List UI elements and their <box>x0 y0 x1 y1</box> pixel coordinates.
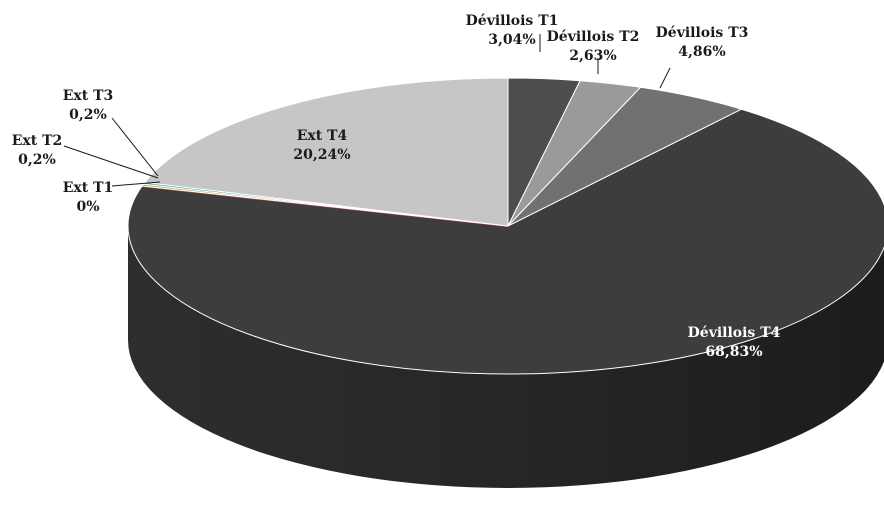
slice-name-label-ext-t2: Ext T2 <box>12 133 63 149</box>
pie-side-wall <box>128 226 884 488</box>
pie-side-layer <box>128 226 884 488</box>
pie-top-layer <box>127 77 884 375</box>
leader-line-ext-t1 <box>111 181 161 187</box>
slice-name-label-devillois-t1: Dévillois T1 <box>466 13 559 29</box>
slice-value-label-devillois-t3: 4,86% <box>678 44 725 60</box>
leader-line-ext-t2 <box>63 145 159 179</box>
pie-slice-ext-t4 <box>143 77 509 227</box>
leader-line-devillois-t3 <box>659 67 671 89</box>
slice-name-label-devillois-t4: Dévillois T4 <box>688 325 781 341</box>
slice-value-label-devillois-t4: 68,83% <box>705 344 762 360</box>
slice-value-label-ext-t3: 0,2% <box>69 107 107 123</box>
slice-name-label-ext-t1: Ext T1 <box>63 180 114 196</box>
slice-name-label-ext-t3: Ext T3 <box>63 88 114 104</box>
slice-value-label-ext-t1: 0% <box>76 199 99 215</box>
slice-value-label-ext-t2: 0,2% <box>18 152 56 168</box>
leader-lines <box>63 34 671 187</box>
slice-name-label-devillois-t2: Dévillois T2 <box>547 29 640 45</box>
data-labels: Dévillois T1 3,04% Dévillois T2 2,63% Dévill… <box>12 13 781 360</box>
pie-slice-devillois-t4 <box>127 108 884 375</box>
slice-name-label-ext-t4: Ext T4 <box>297 128 348 144</box>
slice-name-label-devillois-t3: Dévillois T3 <box>656 25 749 41</box>
slice-value-label-devillois-t1: 3,04% <box>488 32 535 48</box>
leader-line-ext-t3 <box>111 117 159 177</box>
slice-value-label-ext-t4: 20,24% <box>293 147 350 163</box>
slice-value-label-devillois-t2: 2,63% <box>569 48 616 64</box>
